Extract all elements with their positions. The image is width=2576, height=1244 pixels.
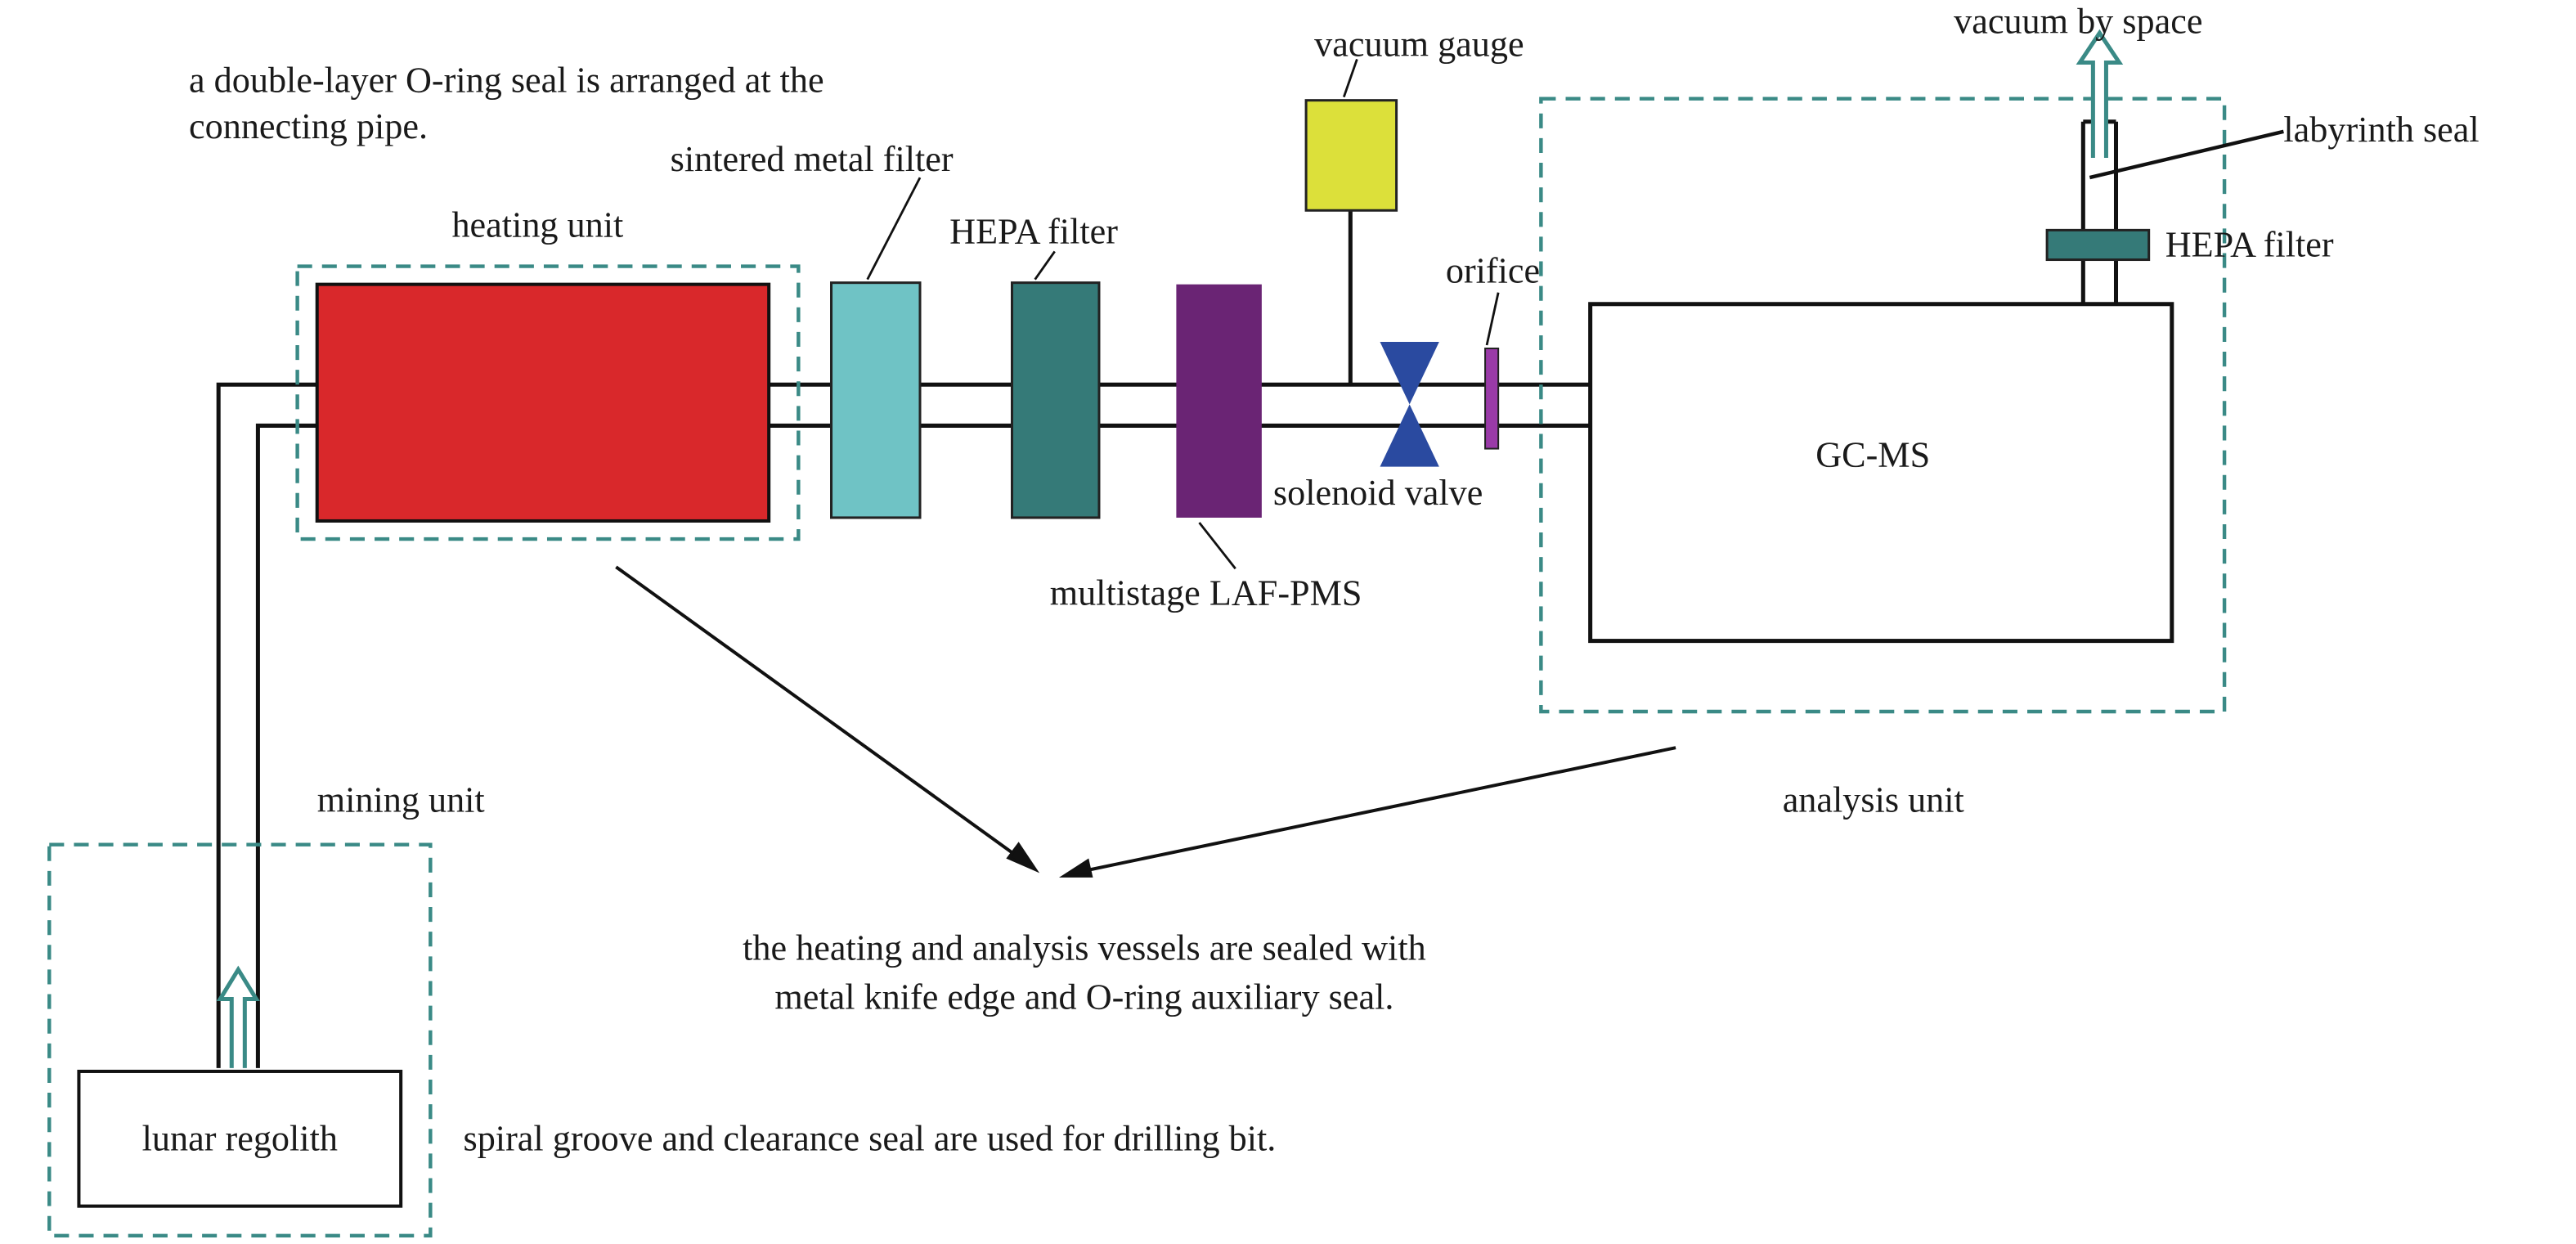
note-oring-line2: connecting pipe. xyxy=(189,106,428,146)
orifice xyxy=(1484,348,1500,450)
hepa-label: HEPA filter xyxy=(949,211,1118,251)
vacuum-gauge xyxy=(1304,99,1398,212)
sintered-label: sintered metal filter xyxy=(671,139,954,179)
valve-label: solenoid valve xyxy=(1273,473,1483,513)
mining-unit-box xyxy=(47,842,433,1238)
laf-pms xyxy=(1176,284,1262,518)
hepa2-label: HEPA filter xyxy=(2165,225,2334,265)
note-oring-line1: a double-layer O-ring seal is arranged a… xyxy=(189,61,824,101)
note-vessels-line1: the heating and analysis vessels are sea… xyxy=(743,927,1426,968)
gc-ms-label: GC-MS xyxy=(1815,435,1930,475)
heating-unit-label: heating unit xyxy=(451,204,624,245)
laf-leader xyxy=(1198,522,1236,570)
sintered-metal-filter xyxy=(830,281,922,519)
mining-unit-label: mining unit xyxy=(317,780,486,820)
hepa-leader xyxy=(1034,250,1056,281)
gauge-label: vacuum gauge xyxy=(1314,24,1524,64)
sample-flow-arrow-icon xyxy=(216,965,260,1068)
analysis-unit-label: analysis unit xyxy=(1783,780,1965,820)
hepa-filter-2 xyxy=(2045,228,2151,262)
callout-arrows xyxy=(615,565,1676,878)
note-drill: spiral groove and clearance seal are use… xyxy=(464,1118,1277,1158)
laf-label: multistage LAF-PMS xyxy=(1050,573,1362,613)
labyrinth-label: labyrinth seal xyxy=(2283,110,2479,150)
lunar-regolith-box xyxy=(77,1069,403,1208)
orifice-leader xyxy=(1485,292,1500,346)
analysis-unit-box xyxy=(1539,97,2227,714)
orifice-label: orifice xyxy=(1446,251,1540,291)
solenoid-valve-icon xyxy=(1380,341,1439,467)
heater-block xyxy=(315,282,771,523)
heating-unit-box xyxy=(295,264,801,541)
vacuum-label: vacuum by space xyxy=(1954,1,2202,41)
gauge-leader xyxy=(1342,58,1358,98)
note-vessels-line2: metal knife edge and O-ring auxiliary se… xyxy=(774,977,1393,1017)
regolith-label: lunar regolith xyxy=(142,1118,338,1158)
gc-ms-box xyxy=(1588,302,2174,644)
labyrinth-leader xyxy=(2089,129,2284,180)
hepa-filter xyxy=(1010,281,1101,519)
vacuum-arrow-icon xyxy=(2076,29,2124,158)
sintered-leader xyxy=(866,177,922,281)
